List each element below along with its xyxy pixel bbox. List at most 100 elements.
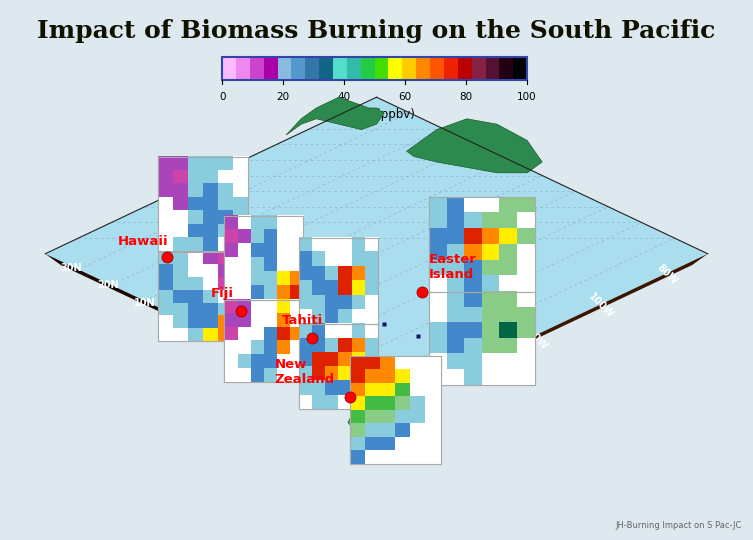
Bar <box>173 237 189 251</box>
Bar <box>188 237 204 251</box>
Text: Easter
Island: Easter Island <box>429 253 477 281</box>
Bar <box>380 396 396 410</box>
Bar <box>158 252 174 265</box>
Bar <box>395 410 411 424</box>
Bar <box>218 302 234 316</box>
Bar <box>238 354 252 368</box>
Bar <box>312 252 326 266</box>
Bar <box>173 183 189 197</box>
Bar <box>429 228 447 244</box>
Bar <box>238 271 252 286</box>
Bar <box>233 277 249 291</box>
Bar <box>222 57 236 80</box>
Bar <box>499 338 518 354</box>
Bar <box>238 341 252 355</box>
Bar <box>402 57 417 80</box>
Text: 10S: 10S <box>208 333 229 342</box>
Bar <box>251 327 264 341</box>
Bar <box>380 410 396 424</box>
Bar <box>158 265 174 278</box>
Bar <box>290 368 304 382</box>
Bar <box>429 322 447 338</box>
Bar <box>514 57 528 80</box>
Bar <box>251 354 264 368</box>
Bar <box>447 244 465 260</box>
Text: 0: 0 <box>219 92 225 102</box>
Bar <box>277 341 291 355</box>
Bar <box>277 215 291 230</box>
Bar <box>224 300 303 382</box>
Bar <box>447 228 465 244</box>
Bar <box>338 309 352 324</box>
Bar <box>482 369 500 385</box>
Bar <box>238 327 252 341</box>
Bar <box>312 295 326 309</box>
Bar <box>173 315 189 328</box>
Text: 20: 20 <box>276 92 290 102</box>
Bar <box>465 307 483 323</box>
Bar <box>517 291 535 307</box>
Bar <box>238 257 252 272</box>
Bar <box>380 437 396 451</box>
Bar <box>425 410 441 424</box>
Bar <box>224 327 238 341</box>
Bar <box>429 197 447 213</box>
Bar <box>233 315 249 328</box>
Bar <box>395 383 411 397</box>
Bar <box>364 338 379 353</box>
Text: 60: 60 <box>398 92 412 102</box>
Bar <box>203 277 219 291</box>
Bar <box>312 266 326 281</box>
Polygon shape <box>407 119 542 173</box>
Bar <box>350 437 366 451</box>
Bar <box>158 157 248 251</box>
Bar <box>224 271 238 286</box>
Text: JH-Burning Impact on S Pac-JC: JH-Burning Impact on S Pac-JC <box>615 521 742 530</box>
Bar <box>158 290 174 303</box>
Bar <box>482 260 500 276</box>
Bar <box>290 215 304 230</box>
Bar <box>338 395 352 409</box>
Bar <box>299 395 313 409</box>
Bar <box>158 252 248 341</box>
Bar <box>361 57 376 80</box>
Bar <box>312 366 326 381</box>
Bar <box>416 57 431 80</box>
Bar <box>158 197 174 211</box>
Bar <box>203 328 219 341</box>
Bar <box>499 244 518 260</box>
Bar <box>352 309 366 324</box>
Bar <box>347 57 361 80</box>
Bar <box>299 352 313 367</box>
Bar <box>365 369 381 383</box>
Bar <box>410 369 426 383</box>
Bar <box>465 291 483 307</box>
Bar <box>233 252 249 265</box>
Bar <box>218 252 234 265</box>
Text: Impact of Biomass Burning on the South Pacific: Impact of Biomass Burning on the South P… <box>38 19 715 43</box>
Text: 120W: 120W <box>520 323 549 352</box>
Bar <box>299 252 313 266</box>
Bar <box>429 292 535 385</box>
Bar <box>158 156 174 170</box>
Bar <box>224 285 238 300</box>
Bar <box>380 423 396 437</box>
Bar <box>517 244 535 260</box>
Bar <box>158 210 174 224</box>
Bar <box>158 183 174 197</box>
Bar <box>233 290 249 303</box>
Bar <box>429 338 447 354</box>
Bar <box>188 197 204 211</box>
Bar <box>264 313 278 327</box>
Bar <box>352 380 366 395</box>
Bar <box>325 352 339 367</box>
Bar <box>224 257 238 272</box>
Bar <box>312 380 326 395</box>
Bar <box>482 322 500 338</box>
Bar <box>218 237 234 251</box>
Bar <box>325 309 339 324</box>
Bar <box>188 183 204 197</box>
Bar <box>517 338 535 354</box>
Bar <box>395 369 411 383</box>
Bar <box>517 212 535 228</box>
